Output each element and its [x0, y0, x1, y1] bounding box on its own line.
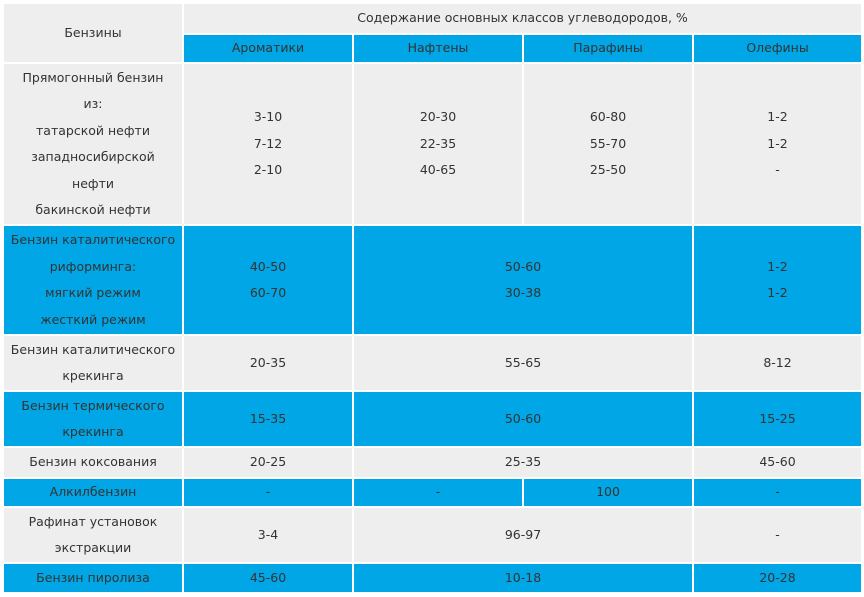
cell-olefins: 15-25 — [691, 390, 864, 448]
cell-olefins: - — [691, 477, 864, 508]
table-row: Бензин каталитического крекинга 20-35 55… — [2, 334, 864, 392]
cell-paraffins: 60-80 55-70 25-50 — [522, 62, 694, 226]
cell-aromatics: - — [182, 477, 354, 508]
row-name: Бензин коксования — [2, 446, 184, 479]
cell-olefins: - — [691, 506, 864, 564]
table-row: Рафинат установок экстракции 3-4 96-97 - — [2, 506, 864, 564]
cell-naphthenes-paraffins: 50-60 30-38 — [352, 224, 694, 336]
cell-olefins: 20-28 — [691, 562, 864, 594]
cell-olefins: 1-2 1-2 - — [691, 62, 864, 226]
cell-naphthenes-paraffins: 55-65 — [352, 334, 694, 392]
row-name: Бензин каталитического риформинга: мягки… — [2, 224, 184, 336]
cell-naphthenes-paraffins: 50-60 — [352, 390, 694, 448]
row-name: Алкилбензин — [2, 477, 184, 508]
cell-aromatics: 20-35 — [182, 334, 354, 392]
table-row: Прямогонный бензин из: татарской нефти з… — [2, 62, 864, 226]
row-name: Рафинат установок экстракции — [2, 506, 184, 564]
row-name: Бензин каталитического крекинга — [2, 334, 184, 392]
cell-aromatics: 15-35 — [182, 390, 354, 448]
cell-olefins: 45-60 — [691, 446, 864, 479]
row-name: Прямогонный бензин из: татарской нефти з… — [2, 62, 184, 226]
table-row: Бензин каталитического риформинга: мягки… — [2, 224, 864, 336]
cell-aromatics: 40-50 60-70 — [182, 224, 354, 336]
cell-naphthenes-paraffins: 25-35 — [352, 446, 694, 479]
table-row: Алкилбензин - - 100 - — [2, 477, 864, 508]
table-row: Бензин термического крекинга 15-35 50-60… — [2, 390, 864, 448]
header-gasolines: Бензины — [2, 2, 184, 64]
cell-aromatics: 3-4 — [182, 506, 354, 564]
table-row: Бензин пиролиза 45-60 10-18 20-28 — [2, 562, 864, 594]
cell-naphthenes: 20-30 22-35 40-65 — [352, 62, 524, 226]
cell-aromatics: 3-10 7-12 2-10 — [182, 62, 354, 226]
header-olefins: Олефины — [691, 33, 864, 64]
header-row-1: Бензины Содержание основных классов угле… — [2, 2, 864, 64]
header-naphthenes: Нафтены — [352, 33, 524, 64]
cell-olefins: 8-12 — [691, 334, 864, 392]
cell-aromatics: 20-25 — [182, 446, 354, 479]
row-name: Бензин пиролиза — [2, 562, 184, 594]
row-name: Бензин термического крекинга — [2, 390, 184, 448]
cell-olefins: 1-2 1-2 — [691, 224, 864, 336]
table-row: Бензин коксования 20-25 25-35 45-60 — [2, 446, 864, 479]
cell-naphthenes-paraffins: 96-97 — [352, 506, 694, 564]
cell-aromatics: 45-60 — [182, 562, 354, 594]
header-content: Содержание основных классов углеводородо… — [181, 2, 864, 35]
cell-naphthenes: - — [352, 477, 524, 508]
header-aromatics: Ароматики — [182, 33, 354, 64]
cell-naphthenes-paraffins: 10-18 — [352, 562, 694, 594]
cell-paraffins: 100 — [522, 477, 694, 508]
header-row-2: Ароматики Нафтены Парафины Олефины — [3, 33, 864, 64]
header-paraffins: Парафины — [522, 33, 694, 64]
